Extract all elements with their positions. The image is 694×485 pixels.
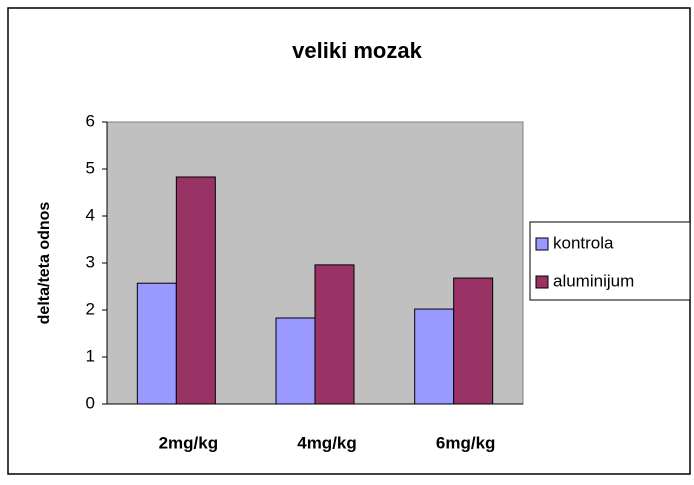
y-tick-label: 2	[86, 299, 95, 318]
x-tick-label: 6mg/kg	[436, 433, 496, 452]
legend-swatch	[535, 275, 549, 289]
y-tick-label: 0	[86, 393, 95, 412]
bar	[275, 317, 316, 405]
chart-title: veliki mozak	[292, 38, 422, 63]
legend-box	[529, 221, 691, 301]
bar	[414, 308, 455, 405]
legend-label: kontrola	[553, 233, 614, 252]
y-tick-label: 3	[86, 252, 95, 271]
y-tick-label: 1	[86, 346, 95, 365]
x-tick-label: 4mg/kg	[297, 433, 357, 452]
legend-label: aluminijum	[553, 271, 634, 290]
y-axis-label: delta/teta odnos	[36, 202, 53, 325]
y-tick-label: 5	[86, 158, 95, 177]
bar	[136, 282, 177, 405]
bar	[453, 277, 494, 405]
bar	[314, 264, 355, 405]
x-tick-label: 2mg/kg	[159, 433, 219, 452]
y-tick-label: 6	[86, 111, 95, 130]
y-tick-label: 4	[86, 205, 95, 224]
legend-swatch	[535, 237, 549, 251]
bar	[175, 176, 216, 405]
